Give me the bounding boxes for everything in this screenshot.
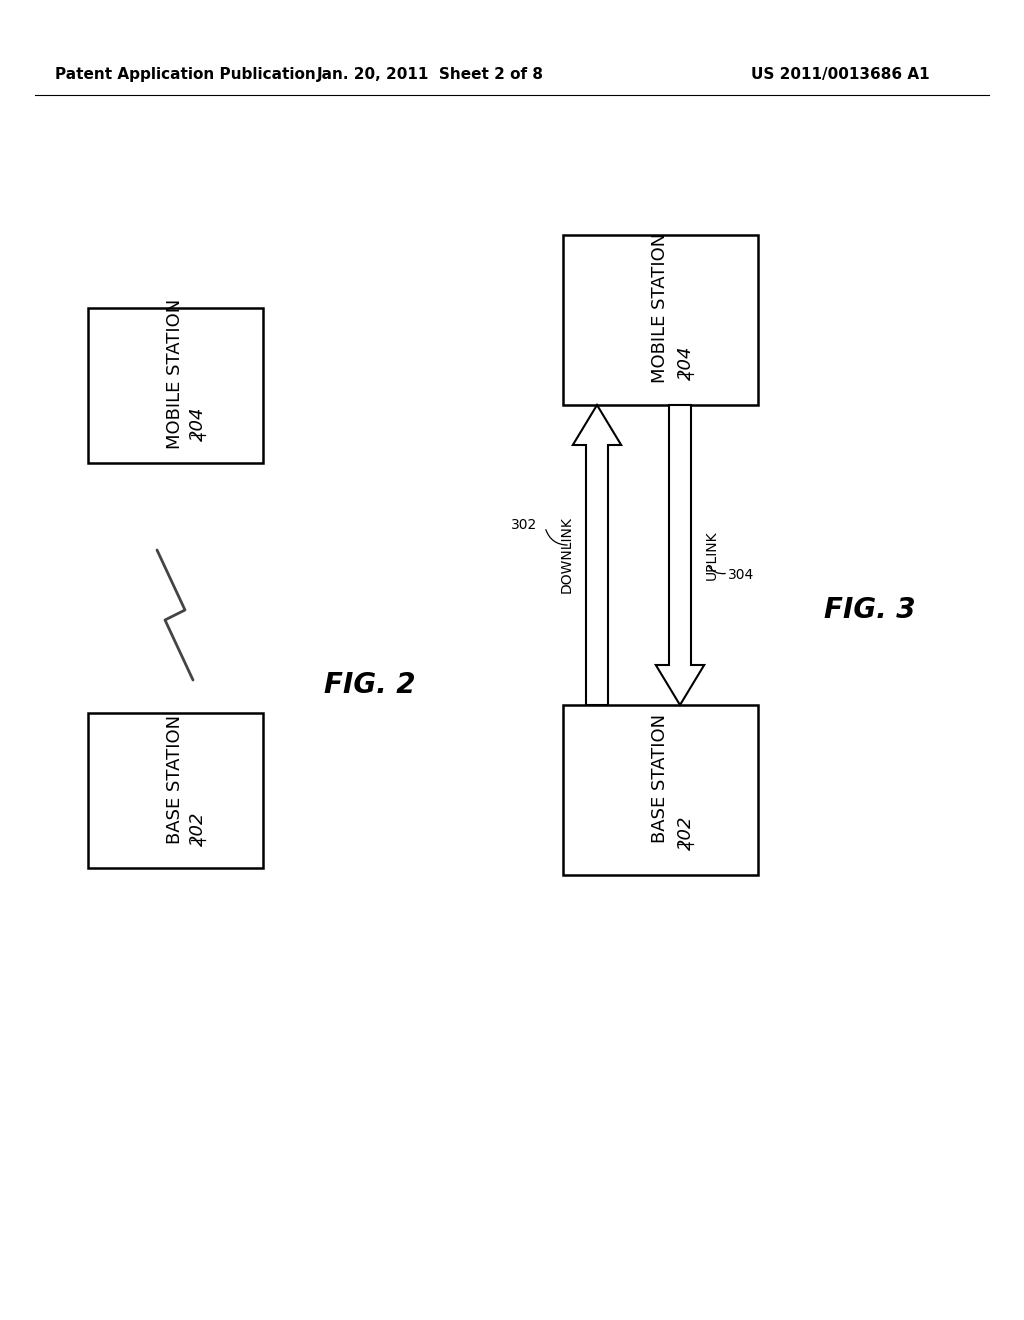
Text: MOBILE STATION: MOBILE STATION	[651, 232, 669, 383]
Bar	[87, 308, 262, 462]
Text: Jan. 20, 2011  Sheet 2 of 8: Jan. 20, 2011 Sheet 2 of 8	[316, 67, 544, 82]
Bar	[87, 713, 262, 867]
Text: 202: 202	[189, 812, 207, 846]
Bar	[562, 235, 758, 405]
Text: 302: 302	[511, 517, 537, 532]
Text: BASE STATION: BASE STATION	[651, 714, 669, 842]
Text: FIG. 2: FIG. 2	[325, 671, 416, 700]
Text: BASE STATION: BASE STATION	[166, 714, 184, 843]
Text: 204: 204	[189, 407, 207, 441]
Bar	[562, 705, 758, 875]
Text: US 2011/0013686 A1: US 2011/0013686 A1	[751, 67, 930, 82]
Text: MOBILE STATION: MOBILE STATION	[166, 300, 184, 449]
Text: 304: 304	[728, 568, 755, 582]
Text: UPLINK: UPLINK	[705, 531, 719, 579]
FancyArrow shape	[655, 405, 705, 705]
Text: 202: 202	[677, 816, 694, 850]
Text: Patent Application Publication: Patent Application Publication	[55, 67, 315, 82]
Text: FIG. 3: FIG. 3	[824, 597, 915, 624]
Text: 204: 204	[677, 346, 694, 380]
Text: DOWNLINK: DOWNLINK	[560, 516, 574, 594]
FancyArrow shape	[572, 405, 622, 705]
